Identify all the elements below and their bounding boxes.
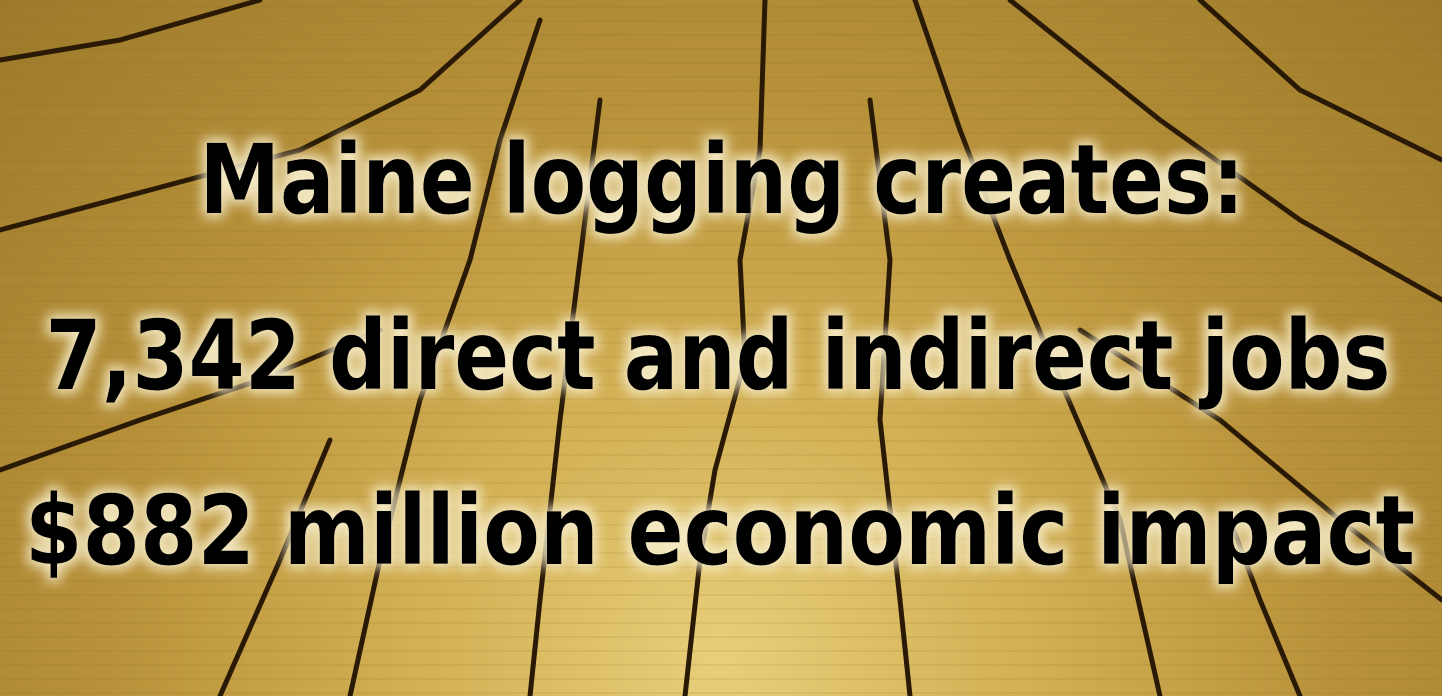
impact-line: $882 million economic impact [25, 475, 1415, 587]
headline: Maine logging creates: 7,342 direct and … [25, 124, 1415, 587]
headline-line: Maine logging creates: [200, 124, 1245, 236]
wood-background: Maine logging creates: 7,342 direct and … [0, 0, 1442, 696]
slide: Maine logging creates: 7,342 direct and … [0, 0, 1442, 696]
jobs-line: 7,342 direct and indirect jobs [46, 300, 1391, 412]
